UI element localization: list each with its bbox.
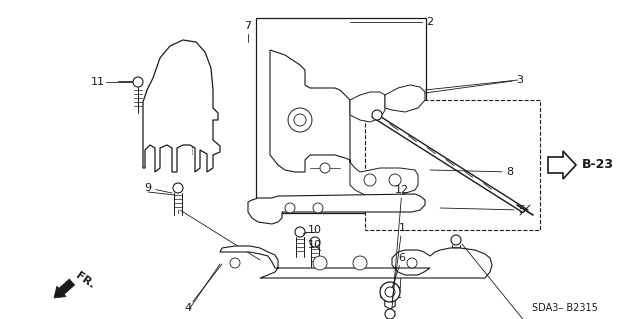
Bar — [365, 100, 540, 230]
Circle shape — [451, 235, 461, 245]
Circle shape — [372, 110, 382, 120]
Text: 8: 8 — [506, 167, 513, 177]
Polygon shape — [548, 151, 576, 179]
Circle shape — [294, 114, 306, 126]
Text: 3: 3 — [516, 75, 524, 85]
Circle shape — [380, 282, 400, 302]
Text: 10: 10 — [308, 225, 322, 235]
Text: 11: 11 — [91, 77, 105, 87]
Text: 1: 1 — [399, 223, 406, 233]
Circle shape — [313, 203, 323, 213]
Circle shape — [288, 108, 312, 132]
Circle shape — [295, 227, 305, 237]
Text: 4: 4 — [184, 303, 191, 313]
Circle shape — [320, 163, 330, 173]
Circle shape — [385, 309, 395, 319]
Bar — [256, 18, 426, 213]
Circle shape — [385, 287, 395, 297]
Circle shape — [285, 203, 295, 213]
Text: FR.: FR. — [74, 270, 97, 290]
Circle shape — [389, 174, 401, 186]
Text: B-23: B-23 — [582, 159, 614, 172]
Circle shape — [364, 174, 376, 186]
Circle shape — [310, 237, 320, 247]
Circle shape — [133, 77, 143, 87]
Polygon shape — [248, 194, 425, 224]
Circle shape — [230, 258, 240, 268]
Text: 2: 2 — [426, 17, 433, 27]
Text: SDA3– B2315: SDA3– B2315 — [532, 303, 598, 313]
Text: 9: 9 — [145, 183, 152, 193]
Polygon shape — [220, 246, 492, 278]
Polygon shape — [350, 92, 385, 122]
Text: 5: 5 — [518, 205, 525, 215]
Text: 12: 12 — [395, 185, 409, 195]
Text: 7: 7 — [244, 21, 252, 31]
Circle shape — [173, 183, 183, 193]
Polygon shape — [385, 297, 395, 309]
Polygon shape — [385, 85, 425, 112]
Polygon shape — [143, 40, 220, 172]
Text: 6: 6 — [399, 253, 406, 263]
Polygon shape — [270, 50, 350, 172]
Circle shape — [313, 256, 327, 270]
Circle shape — [407, 258, 417, 268]
Bar — [268, 200, 278, 210]
Text: 10: 10 — [308, 240, 322, 250]
Polygon shape — [420, 195, 438, 225]
FancyArrow shape — [54, 279, 75, 298]
Circle shape — [353, 256, 367, 270]
Polygon shape — [350, 160, 418, 197]
